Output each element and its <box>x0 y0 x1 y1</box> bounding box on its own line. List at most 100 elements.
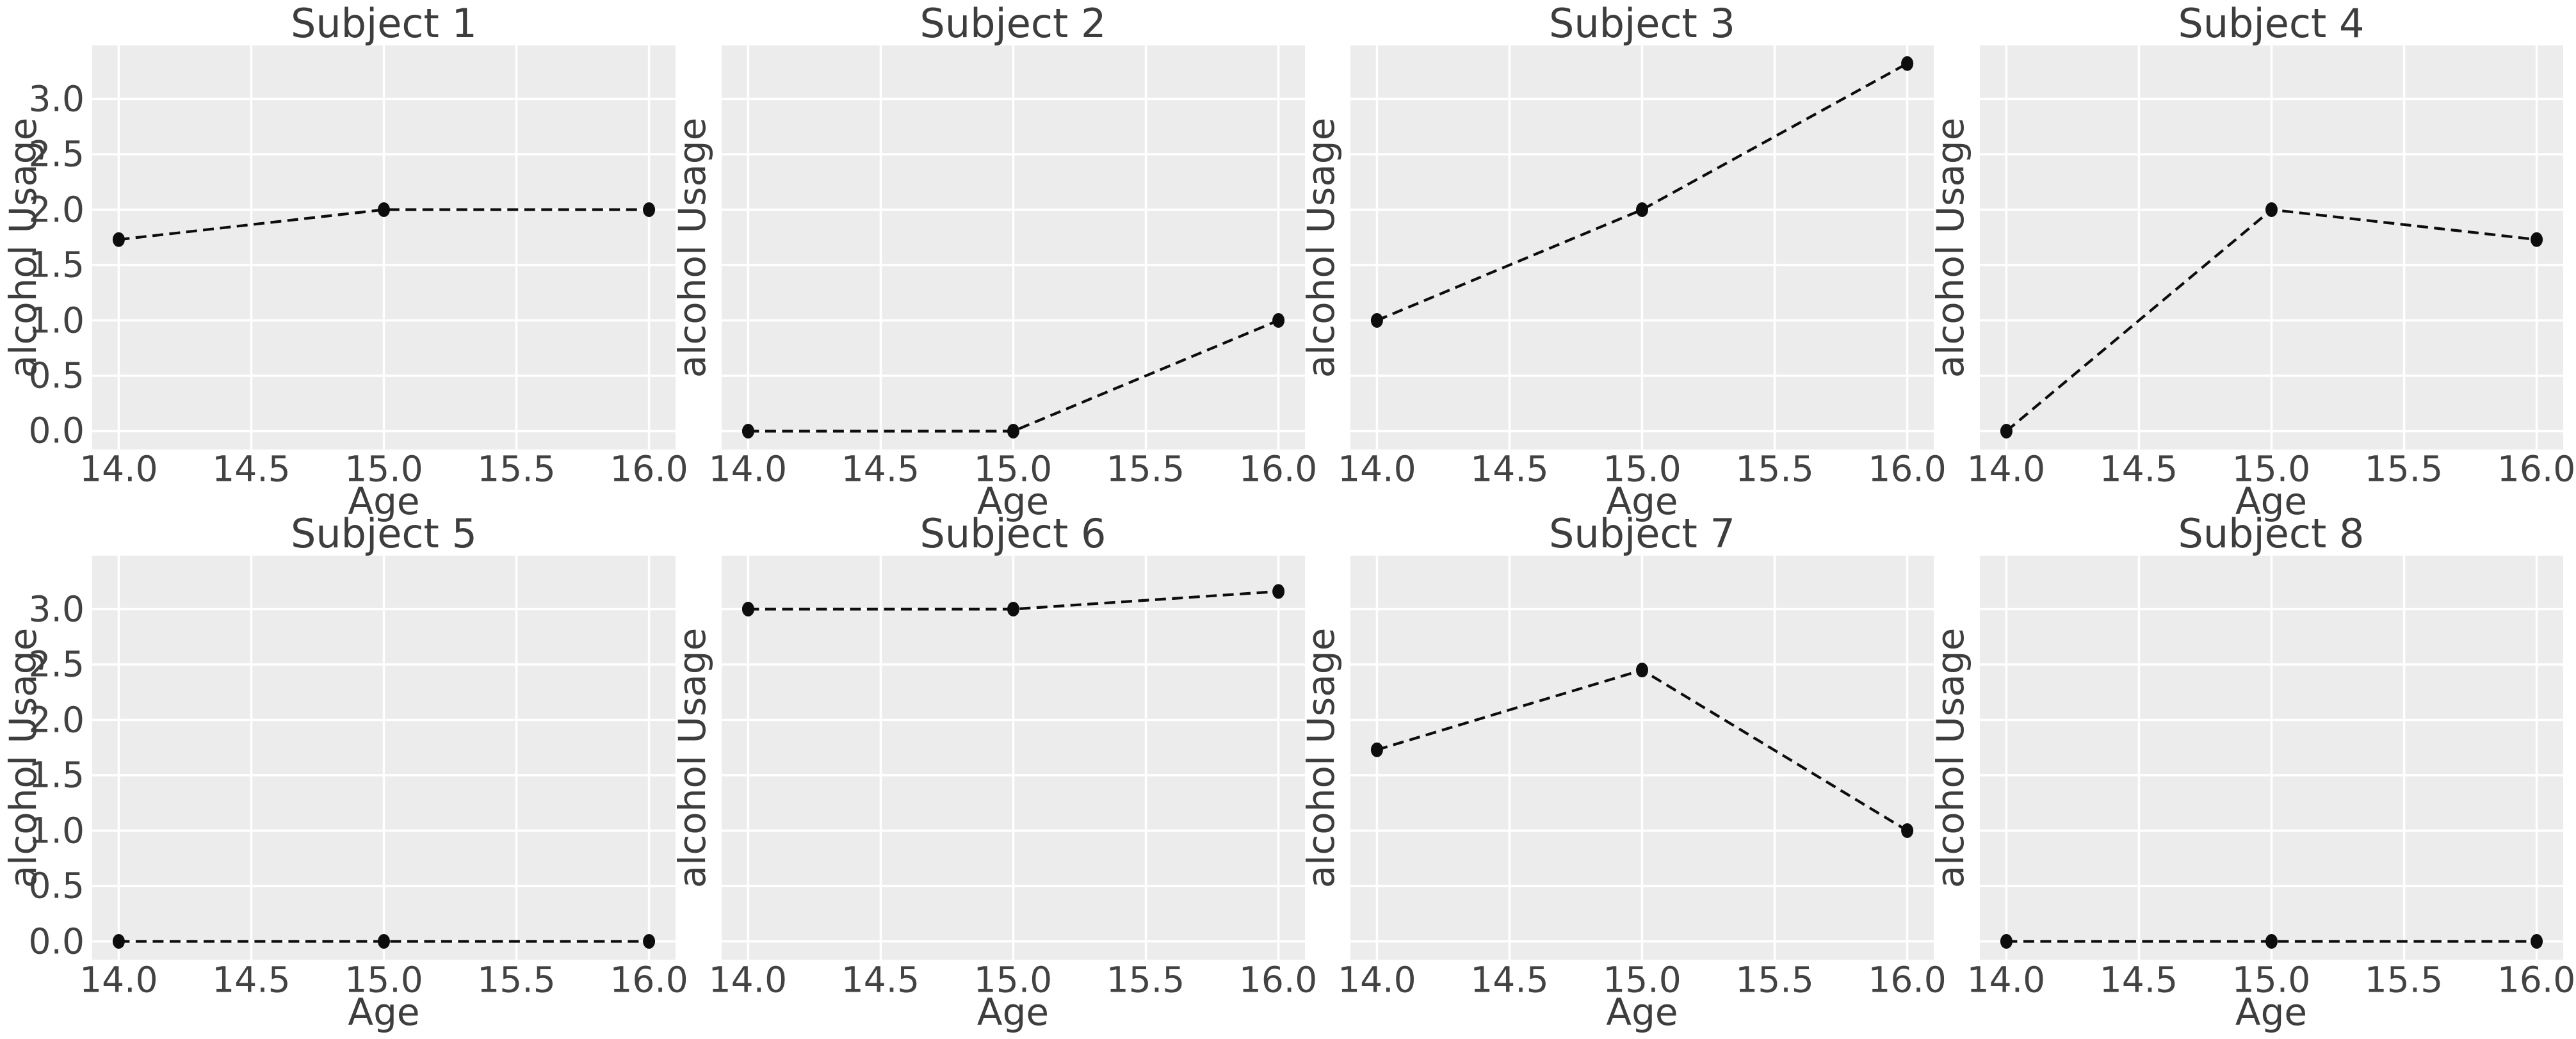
data-point <box>2000 423 2013 439</box>
x-tick-label: 14.0 <box>1338 959 1416 1000</box>
y-axis-label: alcohol Usage <box>1928 627 1972 889</box>
y-tick-label: 3.0 <box>28 78 85 120</box>
plot-area <box>1979 45 2563 450</box>
plot-area <box>1979 556 2563 960</box>
x-tick-label: 14.0 <box>79 959 158 1000</box>
y-tick-label: 1.0 <box>28 810 85 851</box>
x-tick-label: 15.0 <box>2232 959 2311 1000</box>
x-tick-label: 14.5 <box>212 959 291 1000</box>
y-tick-label: 1.0 <box>28 300 85 341</box>
x-tick-label: 15.5 <box>477 448 556 490</box>
x-tick-label: 15.5 <box>1106 959 1185 1000</box>
x-tick-label: 16.0 <box>1868 448 1947 490</box>
y-axis-label: alcohol Usage <box>1 627 45 889</box>
subplot-title: Subject 2 <box>919 0 1106 47</box>
data-point <box>1007 423 1019 439</box>
x-axis-label: Age <box>1606 479 1678 524</box>
data-point <box>1901 823 1914 839</box>
x-tick-label: 15.5 <box>1106 448 1185 490</box>
x-tick-label: 14.5 <box>2099 959 2178 1000</box>
y-tick-label: 1.5 <box>28 244 85 286</box>
x-tick-label: 14.5 <box>1470 448 1549 490</box>
y-axis-label: alcohol Usage <box>1 117 45 378</box>
y-tick-label: 2.5 <box>28 133 85 175</box>
data-point <box>1636 202 1648 218</box>
x-tick-label: 15.0 <box>1603 959 1681 1000</box>
data-point <box>741 423 754 439</box>
data-point <box>741 602 754 617</box>
x-axis-label: Age <box>348 479 420 524</box>
x-tick-label: 14.5 <box>841 448 920 490</box>
x-tick-label: 14.0 <box>1338 448 1416 490</box>
data-point <box>1272 312 1284 328</box>
x-tick-label: 16.0 <box>1238 959 1318 1000</box>
plot-area <box>721 45 1305 450</box>
data-point <box>643 202 656 218</box>
y-axis-label: alcohol Usage <box>1928 117 1972 378</box>
plot-area <box>1350 556 1934 960</box>
x-tick-label: 15.0 <box>973 448 1053 490</box>
data-line <box>118 208 649 241</box>
x-tick-label: 15.0 <box>344 448 423 490</box>
data-point <box>1007 602 1019 617</box>
x-tick-label: 16.0 <box>2497 959 2576 1000</box>
plot-area <box>92 556 676 960</box>
x-tick-label: 14.0 <box>708 959 788 1000</box>
data-point <box>1370 743 1383 758</box>
subplot-title: Subject 8 <box>2178 510 2365 558</box>
x-tick-label: 15.5 <box>2364 959 2443 1000</box>
x-tick-label: 14.0 <box>708 448 788 490</box>
x-tick-label: 14.0 <box>1966 959 2046 1000</box>
x-tick-label: 16.0 <box>610 448 688 490</box>
y-tick-label: 2.0 <box>28 189 85 230</box>
x-tick-label: 14.5 <box>2099 448 2178 490</box>
y-tick-label: 2.5 <box>28 643 85 685</box>
x-tick-label: 14.0 <box>1966 448 2046 490</box>
x-tick-label: 14.5 <box>212 448 291 490</box>
x-tick-label: 15.0 <box>973 959 1053 1000</box>
data-point <box>2265 202 2278 218</box>
subplot-title: Subject 1 <box>291 0 477 47</box>
data-point <box>2000 934 2013 949</box>
x-tick-label: 16.0 <box>1868 959 1947 1000</box>
x-tick-label: 14.5 <box>1470 959 1549 1000</box>
data-point <box>112 232 125 247</box>
data-point <box>378 934 390 949</box>
y-axis-label: alcohol Usage <box>670 117 714 378</box>
x-axis-label: Age <box>348 990 420 1034</box>
y-axis-label: alcohol Usage <box>1299 117 1343 378</box>
y-tick-label: 2.0 <box>28 699 85 741</box>
plot-area <box>721 556 1305 960</box>
subplot-title: Subject 5 <box>291 510 477 558</box>
x-axis-label: Age <box>2235 479 2308 524</box>
x-tick-label: 14.0 <box>79 448 158 490</box>
x-axis-label: Age <box>2235 990 2308 1034</box>
subplot-title: Subject 4 <box>2178 0 2365 47</box>
y-tick-label: 0.0 <box>28 921 85 962</box>
y-tick-label: 0.0 <box>28 410 85 451</box>
x-tick-label: 14.5 <box>841 959 920 1000</box>
x-tick-label: 15.0 <box>1603 448 1681 490</box>
subplot-title: Subject 3 <box>1549 0 1735 47</box>
x-tick-label: 15.5 <box>2364 448 2443 490</box>
subplot-title: Subject 7 <box>1549 510 1735 558</box>
x-tick-label: 15.0 <box>344 959 423 1000</box>
y-tick-label: 0.5 <box>28 355 85 396</box>
data-point <box>378 202 390 218</box>
plot-area <box>92 45 676 450</box>
x-axis-label: Age <box>1606 990 1678 1034</box>
y-axis-label: alcohol Usage <box>1299 627 1343 889</box>
data-point <box>1272 584 1284 599</box>
y-tick-label: 3.0 <box>28 588 85 630</box>
y-tick-label: 1.5 <box>28 754 85 796</box>
y-axis-label: alcohol Usage <box>670 627 714 889</box>
data-point <box>1901 56 1914 71</box>
data-point <box>643 934 656 949</box>
x-axis-label: Age <box>976 479 1049 524</box>
plot-area <box>1350 45 1934 450</box>
x-tick-label: 15.5 <box>1735 448 1814 490</box>
y-tick-label: 0.5 <box>28 865 85 906</box>
x-tick-label: 16.0 <box>610 959 688 1000</box>
data-point <box>2530 934 2543 949</box>
